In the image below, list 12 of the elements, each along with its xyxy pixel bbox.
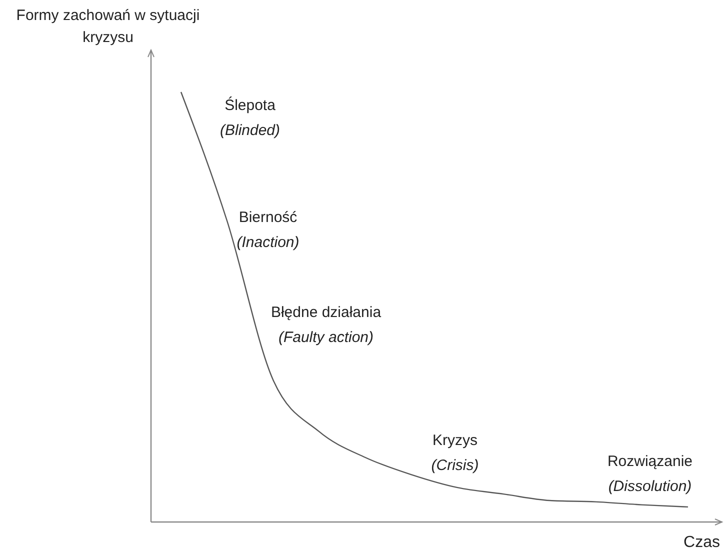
annotation: Ślepota xyxy=(224,96,276,114)
y-axis-title: Formy zachowań w sytuacji kryzysu xyxy=(16,7,200,46)
annotation: Rozwiązanie xyxy=(607,453,693,470)
annotation: Błędne działania xyxy=(270,304,382,321)
annotation: (Dissolution) xyxy=(608,478,692,495)
annotation: (Faulty action) xyxy=(278,329,374,346)
annotation: (Inaction) xyxy=(236,234,300,251)
annotation: Kryzys xyxy=(432,432,478,449)
x-axis-title: Czas xyxy=(684,534,720,551)
annotation: Bierność xyxy=(238,209,298,226)
annotation: (Blinded) xyxy=(220,122,280,139)
annotation: (Crisis) xyxy=(431,457,479,474)
